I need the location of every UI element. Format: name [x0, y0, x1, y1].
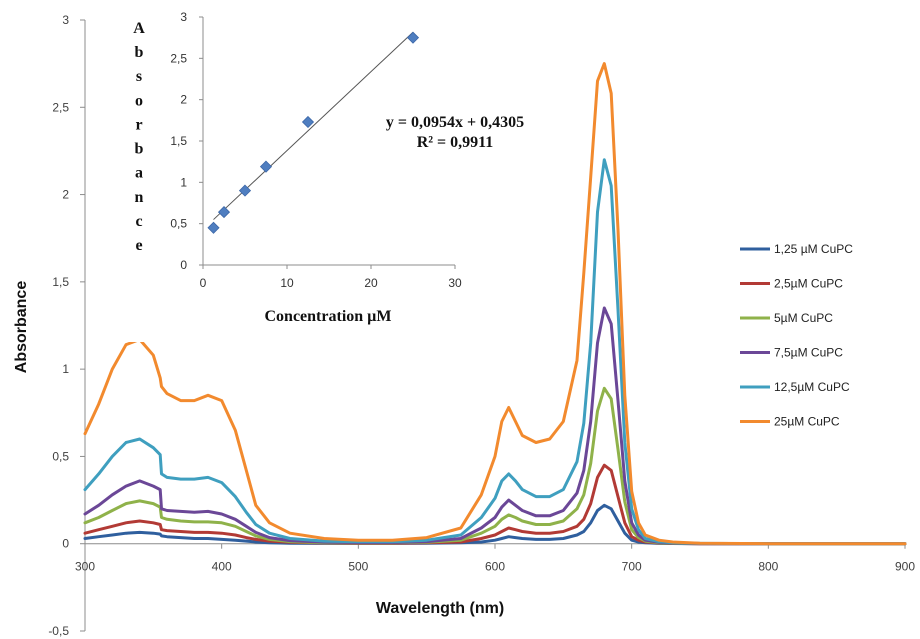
y-tick-label: -0,5 — [48, 624, 69, 638]
trendline-equation: y = 0,0954x + 0,4305 — [386, 114, 524, 131]
r-squared-label: R² = 0,9911 — [417, 134, 494, 151]
legend-label-1: 1,25 µM CuPC — [774, 242, 853, 256]
inset-chart: 00,511,522,530 10 20 30 Absorbance Concentr… — [118, 10, 558, 342]
legend-label-4: 7,5µM CuPC — [774, 346, 843, 360]
inset-x-tick-label: 10 — [280, 276, 294, 290]
inset-y-tick-label: 2 — [180, 93, 187, 107]
x-tick-label: 500 — [348, 560, 368, 574]
x-tick-label: 800 — [758, 560, 778, 574]
y-tick-label: 0 — [62, 537, 69, 551]
inset-x-axis-title: Concentration µM — [265, 308, 392, 325]
inset-data-point-5 — [301, 115, 315, 129]
inset-y-axis-title-letter: c — [135, 213, 142, 230]
inset-y-axis-title-letter: A — [133, 20, 145, 37]
inset-y-axis-title-letter: o — [135, 92, 143, 109]
y-tick-label: 2,5 — [52, 100, 69, 114]
inset-y-tick-label: 0,5 — [170, 217, 187, 231]
y-tick-label: 2 — [62, 188, 69, 202]
inset-y-axis-title-letter: e — [135, 237, 142, 254]
y-tick-label: 0,5 — [52, 449, 69, 463]
x-tick-label: 900 — [895, 560, 915, 574]
x-axis-title: Wavelength (nm) — [376, 600, 504, 617]
inset-data-point-3 — [238, 184, 252, 197]
x-tick-label: 400 — [212, 560, 232, 574]
legend-label-5: 12,5µM CuPC — [774, 380, 850, 394]
inset-y-tick-label: 2,5 — [170, 51, 187, 65]
x-tick-label: 300 — [75, 560, 95, 574]
inset-y-tick-label: 3 — [180, 10, 187, 24]
legend-label-2: 2,5µM CuPC — [774, 277, 843, 291]
inset-y-axis-title-letter: s — [136, 68, 142, 85]
inset-y-axis-title-letter: n — [135, 189, 144, 206]
inset-x-tick-label: 20 — [364, 276, 378, 290]
inset-y-axis-title-letter: b — [135, 141, 144, 158]
legend-label-6: 25µM CuPC — [774, 415, 840, 429]
y-tick-label: 1 — [62, 362, 69, 376]
inset-y-axis-title-letter: a — [135, 165, 143, 182]
legend-label-3: 5µM CuPC — [774, 311, 833, 325]
inset-y-axis-title-letter: r — [135, 116, 142, 133]
x-tick-label: 600 — [485, 560, 505, 574]
inset-x-tick-label: 30 — [448, 276, 462, 290]
inset-data-point-1 — [207, 221, 220, 234]
inset-y-axis-title: Absorbance — [133, 20, 145, 254]
y-tick-label: 3 — [62, 13, 69, 27]
series-line-4 — [83, 306, 907, 546]
inset-data-point-6 — [406, 31, 420, 44]
inset-y-tick-label: 1 — [180, 175, 187, 189]
x-tick-label: 700 — [622, 560, 642, 574]
series-line-1 — [83, 503, 907, 546]
series-line-5 — [83, 158, 907, 546]
inset-background — [118, 12, 558, 342]
main-series-group — [83, 62, 907, 546]
inset-data-point-2 — [217, 206, 231, 219]
inset-axes: 00,511,522,530 10 20 30 — [170, 10, 462, 290]
series-line-3 — [83, 386, 907, 546]
series-line-2 — [83, 463, 907, 546]
inset-y-tick-label: 1,5 — [170, 134, 187, 148]
inset-y-axis-title-letter: b — [135, 44, 144, 61]
y-tick-label: 1,5 — [52, 275, 69, 289]
legend: 1,25 µM CuPC 2,5µM CuPC 5µM CuPC 7,5µM CuPC… — [740, 242, 853, 429]
inset-x-tick-label: 0 — [200, 276, 207, 290]
y-axis-title: Absorbance — [13, 281, 30, 374]
series-line-6 — [83, 62, 907, 546]
inset-y-tick-label: 0 — [180, 258, 187, 272]
inset-data-point-4 — [259, 160, 273, 173]
